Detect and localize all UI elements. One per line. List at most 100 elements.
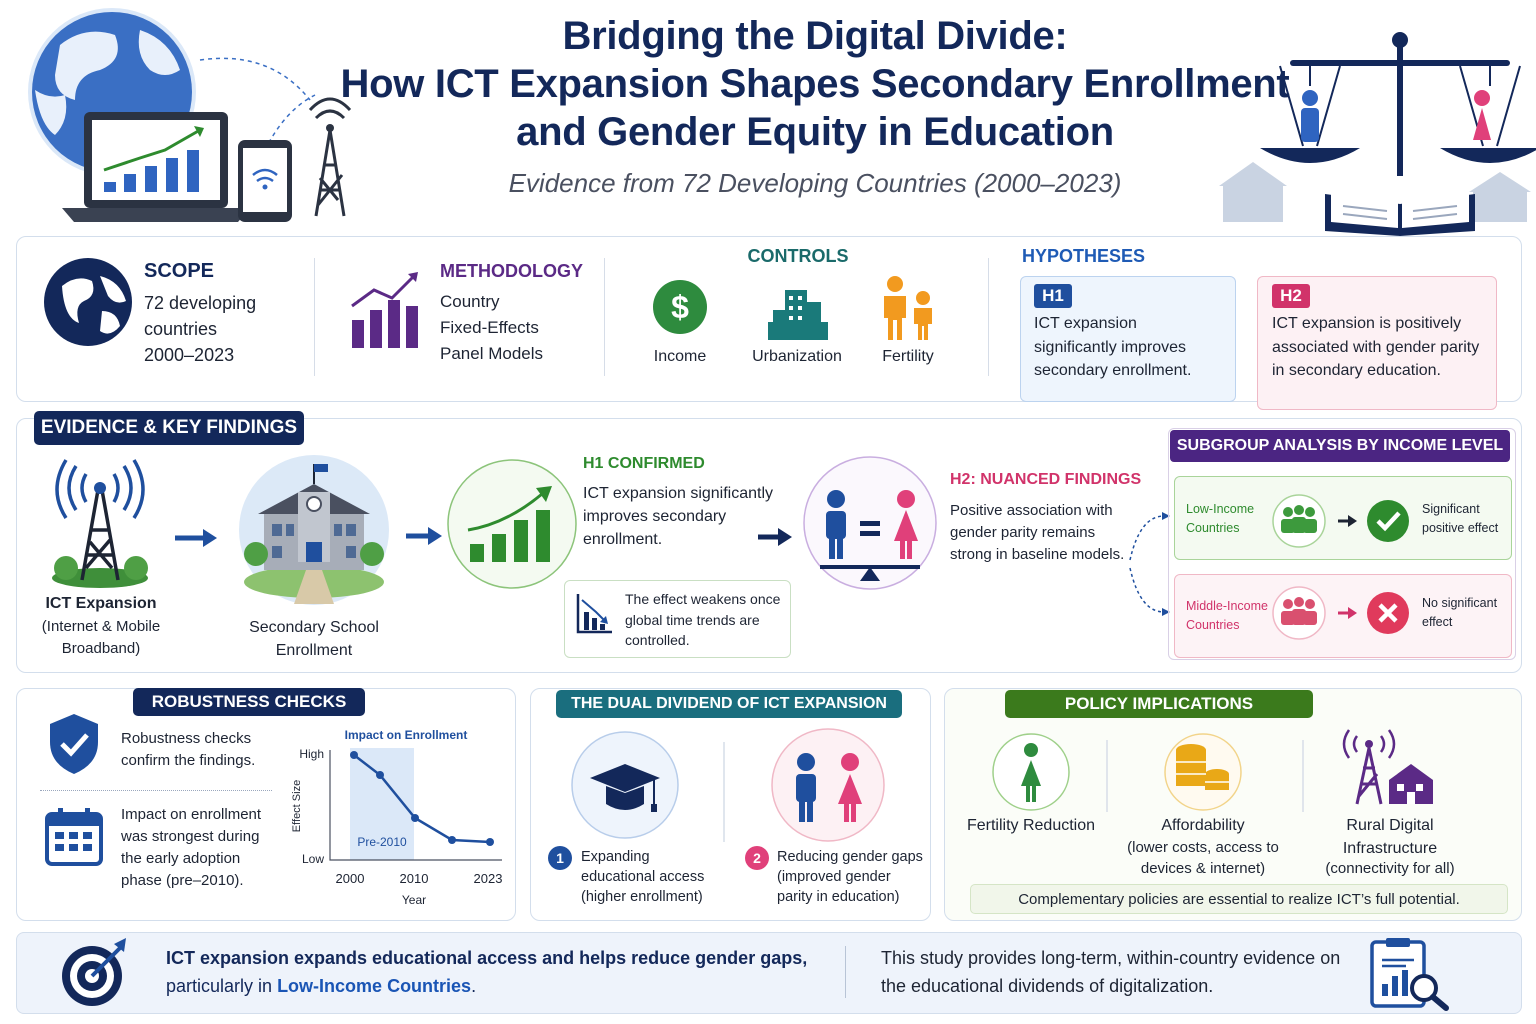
methodology-text: Country Fixed-Effects Panel Models	[440, 289, 543, 367]
divider	[314, 258, 315, 376]
conclusion-line: particularly in Low-Income Countries.	[166, 972, 836, 1000]
impact-chart-title: Impact on Enrollment	[345, 728, 468, 742]
subgroup-icons	[1272, 494, 1409, 548]
scope-heading: SCOPE	[144, 260, 215, 282]
dual-number: 1	[556, 850, 564, 866]
target-icon	[62, 938, 126, 1006]
controls-icons: $	[653, 276, 932, 340]
methodology-line: Fixed-Effects	[440, 318, 539, 337]
school-icon	[239, 455, 389, 605]
conclusion-rest: particularly in	[166, 976, 273, 996]
svg-text:$: $	[671, 289, 689, 325]
divider	[845, 946, 846, 998]
x-tick-label: 2023	[474, 871, 503, 886]
methodology-heading: METHODOLOGY	[440, 261, 583, 281]
y-tick-label: Low	[302, 852, 324, 866]
parity-icon	[803, 456, 937, 590]
subgroup-row	[1174, 574, 1512, 658]
policy-title: Fertility Reduction	[966, 817, 1096, 834]
header-illustration-left	[28, 8, 352, 222]
methodology-line: Panel Models	[440, 344, 544, 363]
conclusion-highlight: Low-Income Countries	[277, 976, 472, 996]
h1-note: The effect weakens once global time tren…	[625, 591, 781, 648]
shield-icon	[50, 714, 98, 774]
conclusion-panel	[16, 932, 1522, 1014]
divider	[40, 790, 272, 791]
policy-note: Complementary policies are essential to …	[970, 884, 1508, 914]
hypothesis-text: ICT expansion significantly improves sec…	[1034, 315, 1192, 379]
policy-title: Affordability	[1161, 817, 1245, 834]
y-tick-label: High	[299, 747, 324, 761]
hypotheses-heading: HYPOTHESES	[1022, 246, 1146, 266]
scope-line: 2000–2023	[144, 345, 235, 365]
dual-number: 2	[753, 850, 761, 866]
impact-chart: Impact on Enrollment High Low Effect Siz…	[291, 728, 503, 907]
subgroup-group: Low-Income Countries	[1186, 502, 1255, 535]
shade-label: Pre-2010	[357, 835, 407, 849]
flow-arrow	[758, 528, 792, 546]
conclusion-lead: ICT expansion expands educational access…	[166, 948, 808, 968]
subtitle: Evidence from 72 Developing Countries (2…	[508, 168, 1122, 198]
x-tick-label: 2000	[336, 871, 365, 886]
x-axis-label: Year	[402, 893, 426, 907]
hypothesis-tag: H2	[1272, 284, 1310, 308]
axes	[329, 750, 502, 861]
policy-sub: (connectivity for all)	[1325, 860, 1455, 877]
subgroup-result: No significant effect	[1422, 596, 1498, 629]
dual-text: Reducing gender gaps (improved gender pa…	[777, 849, 923, 905]
growth-icon	[447, 459, 577, 589]
subgroup-heading: SUBGROUP ANALYSIS BY INCOME LEVEL	[1170, 430, 1510, 462]
dual-heading: THE DUAL DIVIDEND OF ICT EXPANSION	[556, 690, 902, 718]
scope-text: 72 developing countries 2000–2023	[144, 290, 256, 368]
calendar-icon	[45, 808, 103, 866]
dual-icons	[571, 728, 885, 842]
evidence-heading: EVIDENCE & KEY FINDINGS	[34, 411, 304, 445]
flow-label: ICT Expansion	[45, 595, 157, 612]
dual-number-badges: 1 2	[548, 846, 769, 870]
h1-note-box	[564, 580, 791, 658]
report-icon	[1370, 938, 1449, 1011]
subgroup-icons	[1272, 586, 1409, 640]
h1-text: ICT expansion significantly improves sec…	[583, 485, 774, 548]
methodology-line: Country	[440, 292, 500, 311]
policy-heading: POLICY IMPLICATIONS	[1005, 690, 1313, 718]
controls-heading: CONTROLS	[747, 246, 849, 266]
scope-line: 72 developing	[144, 293, 257, 313]
policy-title: Rural Digital Infrastructure	[1342, 817, 1438, 857]
divider	[988, 258, 989, 376]
title-line: How ICT Expansion Shapes Secondary Enrol…	[340, 62, 1290, 106]
hypothesis-text: ICT expansion is positively associated w…	[1272, 315, 1480, 379]
hypothesis-tag: H1	[1034, 284, 1072, 308]
subgroup-row	[1174, 476, 1512, 560]
conclusion-end: .	[471, 976, 477, 996]
title: Bridging the Digital Divide: How ICT Exp…	[320, 12, 1310, 156]
scope-line: countries	[144, 319, 218, 339]
scope-icon	[44, 258, 132, 346]
divider	[604, 258, 605, 376]
title-line: and Gender Equity in Education	[516, 110, 1114, 154]
h2-heading: H2: NUANCED FINDINGS	[950, 471, 1142, 488]
policy-icons	[992, 729, 1433, 812]
control-label: Urbanization	[752, 348, 842, 365]
flow-label: Secondary School Enrollment	[249, 619, 379, 659]
title-line: Bridging the Digital Divide:	[562, 14, 1068, 58]
subgroup-group: Middle-Income Countries	[1186, 599, 1268, 632]
control-label: Income	[653, 348, 707, 365]
subgroup-result: Significant positive effect	[1422, 502, 1499, 535]
h1-heading: H1 CONFIRMED	[583, 455, 705, 472]
robustness-text: Robustness checks confirm the findings.	[121, 730, 256, 769]
subgroup-panel	[1168, 428, 1516, 660]
flow-arrow	[175, 529, 217, 547]
flow-arrow	[406, 527, 442, 545]
control-label: Fertility	[882, 348, 934, 365]
ict-tower-icon	[52, 459, 148, 588]
branch-arrows	[1129, 512, 1170, 616]
methodology-icon	[351, 272, 418, 348]
flow-sub: (Internet & Mobile Broadband)	[41, 618, 161, 657]
conclusion-side: This study provides long-term, within-co…	[881, 948, 1341, 996]
header-illustration-right	[1219, 32, 1536, 236]
conclusion-main: ICT expansion expands educational access…	[166, 944, 836, 1000]
declining-chart-icon	[576, 594, 612, 634]
robustness-panel	[16, 688, 516, 921]
